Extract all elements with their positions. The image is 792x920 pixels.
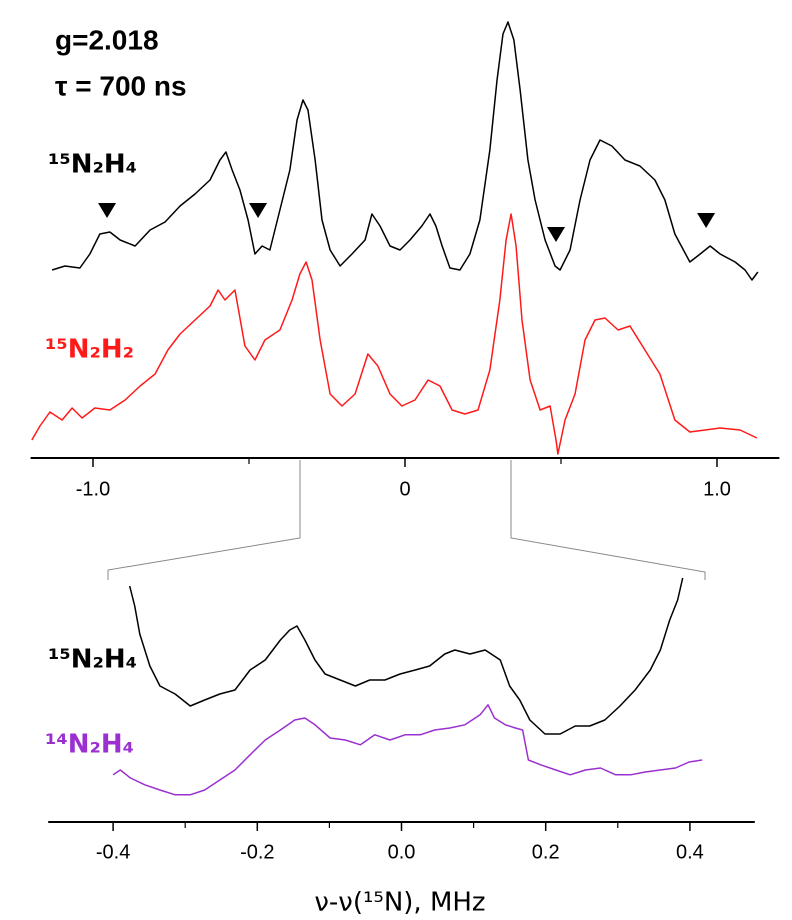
x-tick-label: 1.0 (703, 478, 731, 500)
x-tick-label: -0.4 (96, 841, 130, 863)
x-tick-label: 0.0 (388, 841, 416, 863)
series-label: ¹⁴N₂H₄ (45, 730, 134, 760)
x-tick-label: -1.0 (76, 478, 110, 500)
series-label: ¹⁵N₂H₂ (45, 335, 134, 365)
series-label: ¹⁵N₂H₄ (48, 150, 137, 180)
spectrum-line (112, 704, 703, 796)
peak-marker (697, 213, 716, 228)
peak-marker (547, 227, 566, 242)
annotation: τ = 700 ns (55, 70, 187, 101)
x-tick-label: 0.2 (532, 841, 560, 863)
x-tick-label: 0.4 (676, 841, 704, 863)
peak-marker (98, 203, 117, 218)
peak-marker (249, 203, 268, 218)
annotation: g=2.018 (55, 24, 159, 55)
spectrum-line (128, 577, 684, 735)
zoom-bracket (510, 460, 706, 580)
series-label: ¹⁵N₂H₄ (48, 645, 137, 675)
x-axis-title: ν-ν(¹⁵N), MHz (314, 888, 485, 918)
x-tick-label: 0 (399, 478, 410, 500)
zoom-bracket (107, 460, 301, 580)
spectrum-line (51, 21, 759, 281)
spectrum-line (31, 213, 758, 455)
x-tick-label: -0.2 (240, 841, 274, 863)
